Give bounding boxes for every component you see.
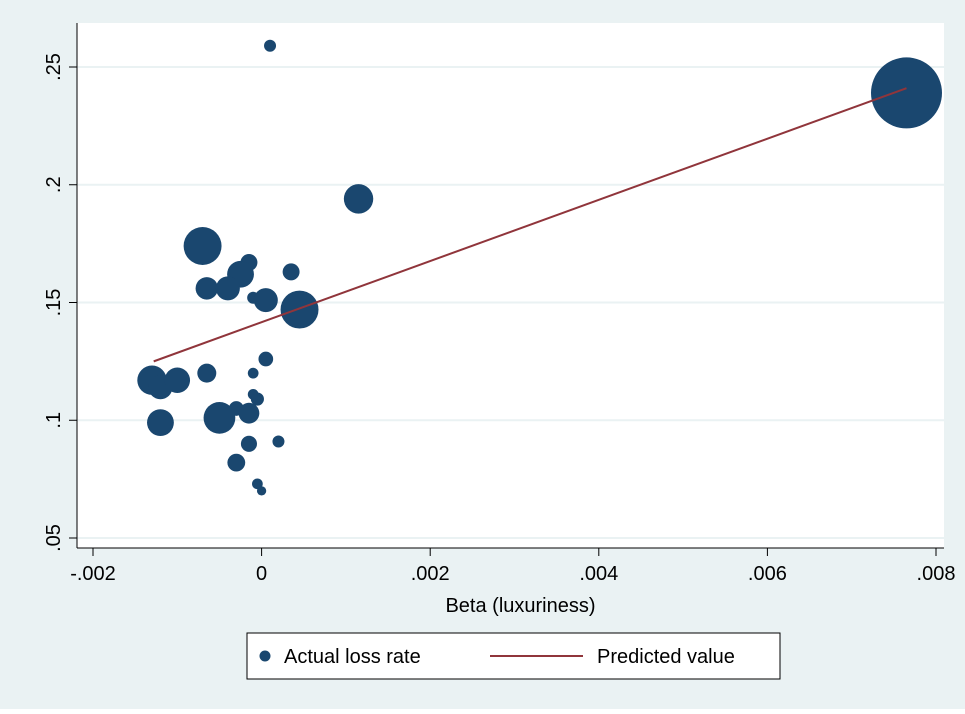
data-point — [250, 392, 264, 406]
legend-marker-dot — [259, 650, 271, 662]
y-tick-label: .05 — [43, 524, 65, 552]
fit-line — [153, 87, 907, 363]
x-tick-label: .006 — [748, 563, 787, 585]
data-point — [253, 288, 278, 313]
data-point — [195, 277, 219, 300]
legend-label-actual: Actual loss rate — [284, 646, 421, 668]
data-point — [258, 351, 274, 367]
data-point — [197, 363, 217, 383]
data-point — [280, 290, 319, 329]
data-point — [238, 402, 260, 424]
data-point — [183, 227, 222, 265]
data-point — [227, 453, 246, 472]
data-point — [203, 402, 236, 434]
data-point — [282, 263, 300, 281]
legend-label-predicted: Predicted value — [597, 646, 735, 668]
x-tick-label: .002 — [411, 563, 450, 585]
x-tick-label: -.002 — [70, 563, 116, 585]
y-tick-label: .25 — [43, 53, 65, 81]
legend: Actual loss rate Predicted value — [246, 632, 781, 680]
data-point — [247, 367, 259, 379]
x-axis: -.002 0 .002 .004 .006 .008 — [70, 547, 956, 585]
data-point — [256, 486, 267, 496]
data-point — [264, 39, 277, 52]
x-tick-label: .008 — [917, 563, 956, 585]
data-point — [870, 57, 942, 129]
x-tick-label: .004 — [579, 563, 618, 585]
scatter-points — [137, 39, 942, 496]
gridlines — [77, 66, 944, 539]
data-point — [164, 367, 191, 393]
data-point — [343, 184, 374, 214]
fit-line-layer — [153, 87, 907, 363]
y-tick-label: .15 — [43, 289, 65, 317]
x-tick-label: 0 — [256, 563, 267, 585]
data-point — [147, 409, 174, 437]
data-point — [215, 276, 240, 301]
x-axis-label: Beta (luxuriness) — [445, 595, 595, 617]
data-point — [272, 435, 285, 448]
y-tick-label: .1 — [43, 412, 65, 429]
y-tick-label: .2 — [43, 176, 65, 193]
y-axis: .05 .1 .15 .2 .25 — [43, 23, 78, 552]
data-point — [240, 435, 258, 452]
